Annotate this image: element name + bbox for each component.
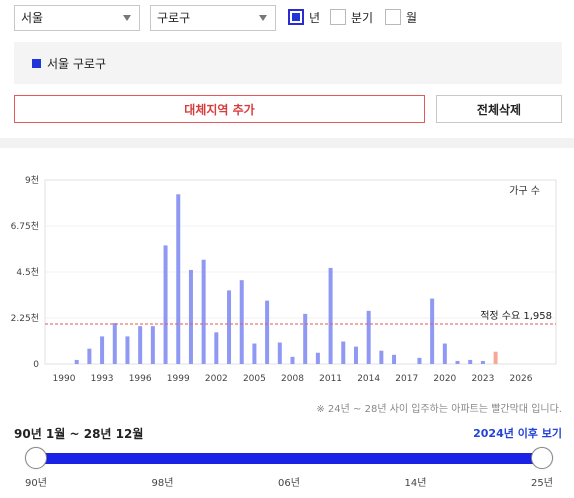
y-tick-label: 4.5천	[16, 267, 39, 278]
period-quarter-checkbox[interactable]: 분기	[330, 8, 373, 26]
bar	[277, 342, 282, 364]
checkbox-icon[interactable]	[385, 9, 401, 25]
bar	[112, 323, 117, 364]
unit-label: 가구 수	[509, 185, 540, 197]
x-tick-label: 2008	[281, 374, 304, 384]
bar	[163, 245, 168, 364]
period-year-label: 년	[309, 10, 321, 25]
bar	[239, 280, 244, 364]
slider-tick-label: 90년	[25, 478, 47, 489]
period-month-checkbox[interactable]: 월	[385, 8, 417, 26]
slider-tick-label: 14년	[404, 478, 427, 489]
y-tick-label: 0	[33, 360, 39, 370]
city-select-value: 서울	[21, 11, 44, 25]
bar	[341, 341, 346, 364]
chart-note: ※ 24년 ~ 28년 사이 입주하는 아파트는 빨간막대 입니다.	[316, 404, 562, 415]
x-tick-label: 2017	[395, 374, 418, 384]
bar	[227, 290, 232, 364]
bar	[353, 346, 358, 364]
range-label: 90년 1월 ~ 28년 12월	[14, 427, 144, 441]
period-month-label: 월	[406, 10, 418, 25]
supply-bar-chart: 0 2.25천 4.5천 6.75천 9천 1990 1993 1996 1999 2002 200…	[11, 175, 557, 384]
bar	[315, 352, 320, 364]
x-tick-label: 1996	[129, 374, 152, 384]
district-select-value: 구로구	[157, 11, 191, 25]
range-slider-end-handle[interactable]	[531, 447, 553, 469]
bar	[480, 360, 485, 364]
x-tick-label: 2023	[471, 374, 494, 384]
delete-all-button[interactable]: 전체삭제	[436, 95, 562, 123]
period-year-checkbox[interactable]: 년	[288, 8, 320, 26]
x-tick-label: 2020	[433, 374, 456, 384]
x-tick-label: 1993	[91, 374, 114, 384]
x-tick-label: 2011	[319, 374, 342, 384]
after-2024-link[interactable]: 2024년 이후 보기	[473, 427, 562, 440]
bar	[290, 356, 295, 364]
legend-label: 서울 구로구	[47, 56, 107, 71]
bar	[150, 326, 155, 364]
bar	[138, 326, 143, 364]
x-tick-label: 2002	[205, 374, 228, 384]
reference-line-label: 적정 수요 1,958	[480, 310, 552, 322]
bar	[379, 350, 384, 364]
x-tick-label: 2005	[243, 374, 266, 384]
bar	[74, 359, 79, 364]
bar	[265, 300, 270, 364]
bar	[303, 313, 308, 364]
bar	[214, 332, 219, 364]
bar	[188, 269, 193, 364]
add-region-button[interactable]: 대체지역 추가	[14, 95, 425, 123]
chevron-down-icon	[259, 15, 267, 21]
bar	[125, 336, 130, 364]
x-tick-label: 1990	[53, 374, 76, 384]
y-tick-label: 6.75천	[11, 221, 39, 232]
bar	[366, 310, 371, 364]
bar	[176, 194, 181, 364]
range-slider-start-handle[interactable]	[25, 447, 47, 469]
legend-panel: 서울 구로구	[14, 42, 562, 84]
bar	[442, 343, 447, 364]
bar	[201, 259, 206, 364]
x-tick-label: 1999	[167, 374, 190, 384]
bar	[493, 351, 498, 364]
chevron-down-icon	[123, 15, 131, 21]
district-select[interactable]: 구로구	[150, 5, 276, 31]
bar	[328, 267, 333, 364]
bar	[392, 354, 397, 364]
range-slider-track[interactable]	[36, 453, 543, 464]
bar	[252, 343, 257, 364]
section-divider	[0, 138, 574, 148]
bar	[430, 298, 435, 364]
slider-tick-label: 98년	[151, 478, 174, 489]
checkbox-icon[interactable]	[330, 9, 346, 25]
legend-swatch	[32, 58, 41, 68]
period-quarter-label: 분기	[351, 10, 374, 25]
city-select[interactable]: 서울	[14, 5, 140, 31]
checkbox-checked-icon[interactable]	[288, 9, 304, 25]
x-tick-label: 2026	[510, 374, 533, 384]
bar	[417, 357, 422, 364]
bar	[468, 359, 473, 364]
slider-tick-label: 25년	[531, 478, 553, 489]
x-tick-label: 2014	[357, 374, 380, 384]
bar	[100, 336, 105, 364]
y-tick-label: 2.25천	[11, 313, 39, 324]
bar	[455, 360, 460, 364]
bar	[87, 348, 92, 364]
slider-tick-label: 06년	[278, 478, 300, 489]
y-tick-label: 9천	[25, 175, 39, 186]
